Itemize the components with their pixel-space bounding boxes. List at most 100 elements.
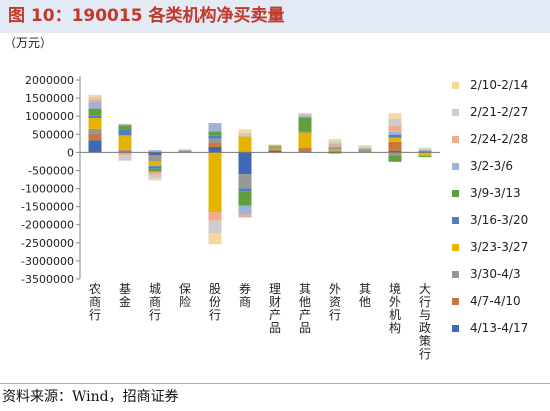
bar-segment [358, 149, 372, 151]
y-tick-label: -2500000 [21, 237, 74, 250]
y-tick-label: -3000000 [21, 255, 74, 268]
bar-segment [208, 220, 222, 234]
bar-segment [238, 191, 252, 206]
bar-segment [238, 205, 252, 215]
legend-label: 3/16-3/20 [470, 213, 528, 227]
bar-segment [118, 124, 132, 126]
bar-segment [418, 148, 432, 150]
y-tick-label: 1000000 [25, 110, 74, 123]
bar-segment [238, 214, 252, 218]
bar-segment [88, 94, 102, 97]
bar-segment [268, 145, 282, 147]
bar-segment [118, 129, 132, 136]
bar-segment [238, 129, 252, 133]
bar-segment [328, 141, 342, 144]
bar-segment [268, 145, 282, 146]
bar-segment [208, 152, 222, 213]
bar-segment [88, 102, 102, 109]
legend-label: 3/2-3/6 [470, 159, 513, 173]
x-tick-label: 农商行 [89, 282, 101, 322]
bar-segment [328, 152, 342, 154]
bar-segment [418, 147, 432, 149]
x-tick-label: 其他 [359, 282, 371, 309]
bar-segment [328, 138, 342, 142]
bar-segment [208, 135, 222, 139]
bar-segment [88, 115, 102, 118]
x-tick-label: 基金 [119, 282, 131, 309]
bar-segment [148, 150, 162, 153]
bar-segment [298, 112, 312, 114]
bar-segment [328, 143, 342, 147]
bar-segment [148, 168, 162, 172]
x-tick-label: 理财产品 [269, 282, 281, 335]
bar-segment [238, 132, 252, 137]
bar-segment [328, 146, 342, 148]
bar-segment [148, 161, 162, 167]
bar-segment [148, 178, 162, 181]
bar-segment [268, 147, 282, 149]
bar-segment [268, 144, 282, 146]
bar-segment [388, 155, 402, 162]
bar-segment [388, 118, 402, 126]
footer-divider [0, 383, 550, 384]
bar-segment [208, 138, 222, 143]
x-tick-label: 外资行 [329, 282, 341, 322]
bar-segment [88, 117, 102, 129]
chart-plot: （万元） 2000000 1500000 1000000 500000 0 -500000… [4, 36, 528, 361]
bar-segment [178, 150, 192, 152]
bar-segment [388, 125, 402, 132]
bar-segment [118, 123, 132, 125]
bar-segment [118, 125, 132, 130]
bar-segment [88, 99, 102, 103]
x-tick-label: 保险 [179, 282, 191, 309]
x-tick-label: 券商 [239, 281, 251, 309]
legend-swatch [452, 82, 459, 89]
bar-segment [268, 150, 282, 153]
y-tick-label: -3500000 [21, 273, 74, 286]
bar-segment [418, 149, 432, 150]
y-tick-label: -2000000 [21, 219, 74, 232]
bar-segment [418, 151, 432, 152]
bar-segment [358, 150, 372, 152]
bar-segment [148, 152, 162, 156]
bar-segment [238, 188, 252, 192]
bar-segment [358, 150, 372, 152]
bar-segment [238, 152, 252, 175]
bar-segment [418, 150, 432, 152]
legend-swatch [452, 136, 459, 143]
x-tick-label: 股份行 [209, 282, 221, 322]
y-axis-label: （万元） [4, 36, 52, 50]
bar-segment [328, 151, 342, 153]
bar-segment [208, 146, 222, 153]
y-tick-label: -500000 [28, 164, 74, 177]
bar-segment [388, 141, 402, 151]
bar-segment [88, 133, 102, 141]
bar-segment [208, 123, 222, 132]
bar-segment [208, 142, 222, 147]
bar-segment [358, 146, 372, 148]
bar-segment [298, 147, 312, 152]
legend-label: 2/21-2/27 [470, 105, 528, 119]
legend-swatch [452, 298, 459, 305]
bar-segment [388, 134, 402, 138]
legend-label: 2/24-2/28 [470, 132, 528, 146]
bar-segment [388, 137, 402, 142]
bar-segment [88, 140, 102, 153]
bar-segment [268, 147, 282, 148]
legend-label: 4/13-4/17 [470, 321, 528, 335]
bar-segment [88, 97, 102, 100]
bar-segment [418, 149, 432, 151]
bar-segment [208, 212, 222, 221]
legend-label: 2/10-2/14 [470, 78, 528, 92]
y-tick-label: 500000 [32, 128, 74, 141]
legend-label: 3/30-4/3 [470, 267, 521, 281]
bar-segment [358, 148, 372, 150]
bar-segment [178, 151, 192, 152]
x-tick-label: 其他产品 [299, 282, 311, 335]
bar-segment [118, 150, 132, 152]
legend-label: 3/23-3/27 [470, 240, 528, 254]
y-tick-label: -1500000 [21, 201, 74, 214]
bar-segment [298, 132, 312, 148]
chart-title: 图 10：190015 各类机构净买卖量 [0, 0, 550, 33]
legend-swatch [452, 109, 459, 116]
